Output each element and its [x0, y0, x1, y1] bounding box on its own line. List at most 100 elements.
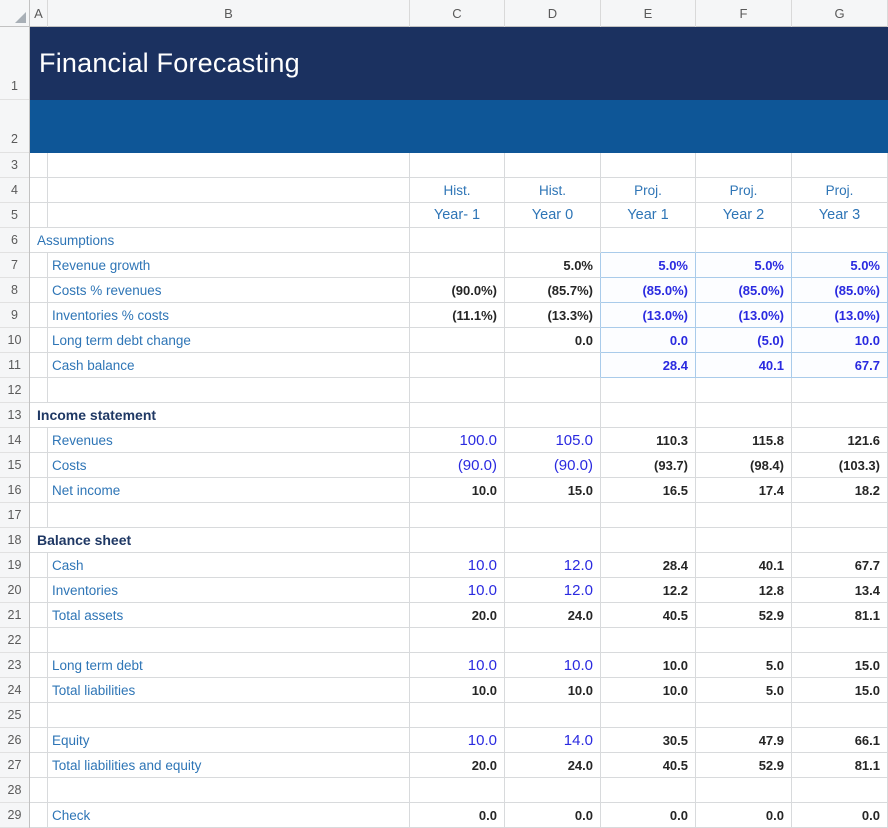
cell-d14[interactable]: 105.0: [505, 428, 601, 453]
cell-c11[interactable]: [410, 353, 505, 378]
col-header-b[interactable]: B: [48, 0, 410, 27]
cell-c5[interactable]: Year- 1: [410, 203, 505, 228]
cell-d21[interactable]: 24.0: [505, 603, 601, 628]
cell-g19[interactable]: 67.7: [792, 553, 888, 578]
row-header-29[interactable]: 29: [0, 803, 29, 828]
cell-g23[interactable]: 15.0: [792, 653, 888, 678]
cell-d11[interactable]: [505, 353, 601, 378]
row-header-20[interactable]: 20: [0, 578, 29, 603]
cell-e19[interactable]: 28.4: [601, 553, 696, 578]
cell-a27[interactable]: [30, 753, 48, 778]
cell-e20[interactable]: 12.2: [601, 578, 696, 603]
cell-g12[interactable]: [792, 378, 888, 403]
col-header-f[interactable]: F: [696, 0, 792, 27]
cell-g22[interactable]: [792, 628, 888, 653]
cell-f6[interactable]: [696, 228, 792, 253]
cell-d29[interactable]: 0.0: [505, 803, 601, 828]
col-header-e[interactable]: E: [601, 0, 696, 27]
cell-f10[interactable]: (5.0): [696, 328, 792, 353]
cell-g14[interactable]: 121.6: [792, 428, 888, 453]
select-all-button[interactable]: [0, 0, 30, 27]
row-header-27[interactable]: 27: [0, 753, 29, 778]
cell-e11[interactable]: 28.4: [601, 353, 696, 378]
cell-c18[interactable]: [410, 528, 505, 553]
cell-b22[interactable]: [48, 628, 410, 653]
cell-b27-label[interactable]: Total liabilities and equity: [48, 753, 410, 778]
cell-c10[interactable]: [410, 328, 505, 353]
cell-c16[interactable]: 10.0: [410, 478, 505, 503]
cell-g17[interactable]: [792, 503, 888, 528]
cell-b8-label[interactable]: Costs % revenues: [48, 278, 410, 303]
cell-d28[interactable]: [505, 778, 601, 803]
cell-g8[interactable]: (85.0%): [792, 278, 888, 303]
row-header-28[interactable]: 28: [0, 778, 29, 803]
cell-d25[interactable]: [505, 703, 601, 728]
col-header-c[interactable]: C: [410, 0, 505, 27]
cell-c22[interactable]: [410, 628, 505, 653]
cell-f11[interactable]: 40.1: [696, 353, 792, 378]
cell-c13[interactable]: [410, 403, 505, 428]
cell-e24[interactable]: 10.0: [601, 678, 696, 703]
cell-e13[interactable]: [601, 403, 696, 428]
cell-b29-label[interactable]: Check: [48, 803, 410, 828]
cell-a9[interactable]: [30, 303, 48, 328]
cell-g28[interactable]: [792, 778, 888, 803]
cell-a17[interactable]: [30, 503, 48, 528]
cell-a18-label[interactable]: Balance sheet: [30, 528, 410, 553]
cell-d23[interactable]: 10.0: [505, 653, 601, 678]
cell-d13[interactable]: [505, 403, 601, 428]
cell-a3[interactable]: [30, 153, 48, 178]
col-header-g[interactable]: G: [792, 0, 888, 27]
cell-b4[interactable]: [48, 178, 410, 203]
cell-g7[interactable]: 5.0%: [792, 253, 888, 278]
cell-f17[interactable]: [696, 503, 792, 528]
cell-a21[interactable]: [30, 603, 48, 628]
row-header-18[interactable]: 18: [0, 528, 29, 553]
cell-d9[interactable]: (13.3%): [505, 303, 601, 328]
cell-c7[interactable]: [410, 253, 505, 278]
cell-f14[interactable]: 115.8: [696, 428, 792, 453]
cell-c25[interactable]: [410, 703, 505, 728]
cell-b15-label[interactable]: Costs: [48, 453, 410, 478]
cell-c21[interactable]: 20.0: [410, 603, 505, 628]
cell-e6[interactable]: [601, 228, 696, 253]
cell-f25[interactable]: [696, 703, 792, 728]
cell-e17[interactable]: [601, 503, 696, 528]
cell-e25[interactable]: [601, 703, 696, 728]
cell-g4[interactable]: Proj.: [792, 178, 888, 203]
cell-g29[interactable]: 0.0: [792, 803, 888, 828]
cell-d19[interactable]: 12.0: [505, 553, 601, 578]
cell-a10[interactable]: [30, 328, 48, 353]
row-header-4[interactable]: 4: [0, 178, 29, 203]
cell-e9[interactable]: (13.0%): [601, 303, 696, 328]
cell-f8[interactable]: (85.0%): [696, 278, 792, 303]
cell-a29[interactable]: [30, 803, 48, 828]
cell-f21[interactable]: 52.9: [696, 603, 792, 628]
cell-e14[interactable]: 110.3: [601, 428, 696, 453]
cell-f18[interactable]: [696, 528, 792, 553]
cell-e26[interactable]: 30.5: [601, 728, 696, 753]
col-header-a[interactable]: A: [30, 0, 48, 27]
cell-b16-label[interactable]: Net income: [48, 478, 410, 503]
cell-e23[interactable]: 10.0: [601, 653, 696, 678]
cell-a11[interactable]: [30, 353, 48, 378]
cell-c26[interactable]: 10.0: [410, 728, 505, 753]
cell-e22[interactable]: [601, 628, 696, 653]
cell-d5[interactable]: Year 0: [505, 203, 601, 228]
cell-e5[interactable]: Year 1: [601, 203, 696, 228]
cell-a7[interactable]: [30, 253, 48, 278]
row-header-23[interactable]: 23: [0, 653, 29, 678]
row-header-1[interactable]: 1: [0, 27, 29, 100]
cell-b25[interactable]: [48, 703, 410, 728]
cell-f4[interactable]: Proj.: [696, 178, 792, 203]
row-header-5[interactable]: 5: [0, 203, 29, 228]
cell-e27[interactable]: 40.5: [601, 753, 696, 778]
cell-c3[interactable]: [410, 153, 505, 178]
cell-a28[interactable]: [30, 778, 48, 803]
cell-e7[interactable]: 5.0%: [601, 253, 696, 278]
cell-f27[interactable]: 52.9: [696, 753, 792, 778]
cell-f13[interactable]: [696, 403, 792, 428]
row-header-21[interactable]: 21: [0, 603, 29, 628]
cell-b14-label[interactable]: Revenues: [48, 428, 410, 453]
cell-f20[interactable]: 12.8: [696, 578, 792, 603]
